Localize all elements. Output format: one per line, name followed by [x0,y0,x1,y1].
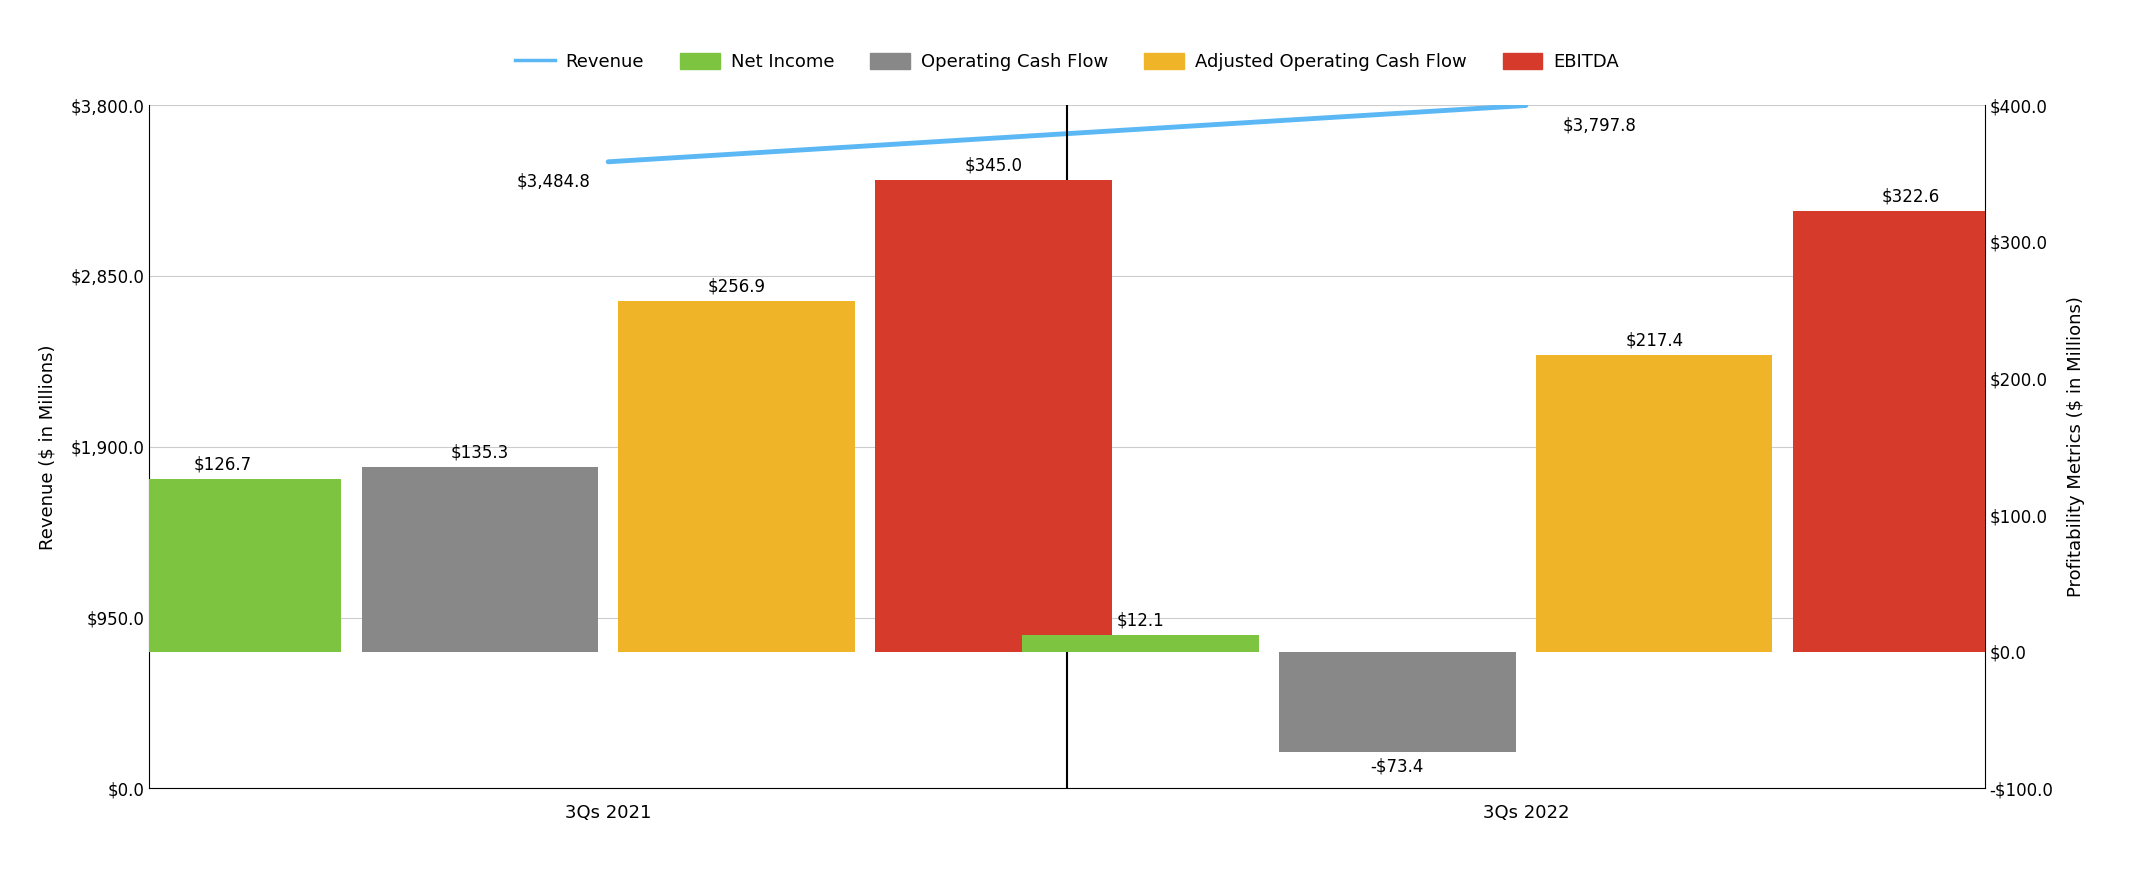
Y-axis label: Profitability Metrics ($ in Millions): Profitability Metrics ($ in Millions) [2068,296,2085,597]
Text: $345.0: $345.0 [965,157,1022,175]
Text: $3,797.8: $3,797.8 [1562,117,1637,134]
Legend: Revenue, Net Income, Operating Cash Flow, Adjusted Operating Cash Flow, EBITDA: Revenue, Net Income, Operating Cash Flow… [508,46,1626,79]
Text: $12.1: $12.1 [1116,611,1165,630]
Text: $256.9: $256.9 [708,277,766,295]
Bar [875,180,1112,652]
Text: $322.6: $322.6 [1882,187,1940,206]
Bar [361,467,598,652]
Y-axis label: Revenue ($ in Millions): Revenue ($ in Millions) [38,344,58,549]
Text: $3,484.8: $3,484.8 [516,173,591,191]
Text: $126.7: $126.7 [194,456,252,473]
Text: $217.4: $217.4 [1626,331,1684,350]
Text: -$73.4: -$73.4 [1370,758,1423,775]
Bar [1536,355,1773,652]
Text: $135.3: $135.3 [450,443,508,462]
Bar [1793,211,2029,652]
Bar [105,478,341,652]
Bar [1278,652,1515,752]
Bar [1022,635,1259,652]
Bar [619,300,856,652]
